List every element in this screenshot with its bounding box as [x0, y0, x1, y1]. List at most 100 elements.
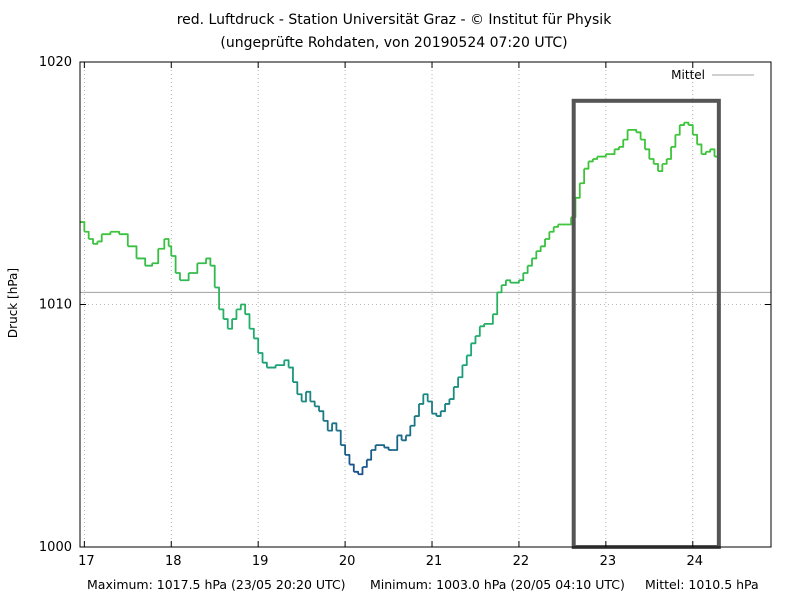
series-segment	[423, 393, 429, 402]
series-segment	[136, 257, 147, 266]
series-segment	[453, 377, 459, 388]
series-segment	[188, 263, 199, 274]
series-segment	[705, 149, 712, 153]
series-segment	[588, 159, 594, 163]
series-segment	[240, 303, 247, 315]
series-segment	[214, 286, 220, 310]
x-tick-label: 17	[78, 554, 95, 569]
series-segment	[110, 230, 121, 235]
series-segment	[549, 226, 555, 233]
series-segment	[253, 337, 260, 353]
x-tick-label: 18	[165, 554, 182, 569]
pressure-series	[80, 121, 720, 476]
series-segment	[375, 444, 386, 448]
series-segment	[692, 133, 699, 145]
series-segment	[258, 352, 264, 363]
series-segment	[88, 238, 94, 244]
series-segment	[488, 314, 494, 325]
legend: Mittel	[671, 68, 754, 82]
series-segment	[305, 390, 312, 402]
footer-maximum: Maximum: 1017.5 hPa (23/05 20:20 UTC)	[87, 577, 346, 592]
x-tick-label: 20	[339, 554, 356, 569]
series-segment	[397, 434, 403, 441]
series-segment	[545, 231, 551, 240]
highlight-box	[571, 98, 721, 550]
series-segment	[97, 234, 103, 243]
series-segment	[332, 422, 338, 431]
series-segment	[223, 318, 229, 329]
y-tick-label: 1010	[39, 298, 72, 313]
series-segment	[601, 154, 607, 158]
series-segment	[297, 393, 303, 402]
series-segment	[168, 245, 173, 256]
series-segment	[345, 453, 351, 465]
series-segment	[618, 139, 625, 148]
series-segment	[284, 359, 290, 368]
series-segment	[631, 128, 638, 133]
series-segment	[523, 265, 529, 274]
series-segment	[592, 156, 599, 160]
series-segment	[84, 230, 90, 240]
series-segment	[640, 138, 646, 150]
series-segment	[449, 386, 455, 400]
series-segment	[644, 148, 651, 159]
series-segment	[210, 264, 216, 288]
series-segment	[466, 343, 473, 357]
series-segment	[171, 255, 177, 273]
series-segment	[475, 326, 481, 337]
series-segment	[323, 419, 329, 431]
series-segment	[492, 292, 499, 316]
series-segment	[80, 221, 86, 232]
series-segment	[427, 400, 433, 414]
axis-ticks: 17 18 19 20 21 22 23 24 1000 1010 1020	[39, 55, 771, 569]
x-tick-label: 23	[600, 554, 617, 569]
series-segment	[314, 405, 320, 412]
series-segment	[227, 319, 234, 330]
series-segment	[392, 435, 399, 451]
series-segment	[340, 444, 347, 455]
series-segment	[553, 224, 559, 228]
series-segment	[245, 313, 251, 329]
series-segment	[623, 129, 629, 141]
series-segment	[101, 231, 112, 236]
series-segment	[610, 149, 616, 156]
x-tick-label: 22	[513, 554, 530, 569]
series-segment	[527, 258, 533, 267]
series-segment	[262, 361, 268, 368]
series-segment	[432, 412, 438, 417]
series-segment	[384, 446, 390, 450]
y-axis-label: Druck [hPa]	[6, 268, 20, 338]
plot-border	[79, 61, 772, 548]
series-segment	[236, 304, 242, 311]
series-segment	[362, 459, 368, 468]
series-segment	[666, 146, 672, 160]
series-segment	[327, 423, 333, 432]
chart-subtitle: (ungeprüfte Rohdaten, von 20190524 07:20…	[220, 35, 568, 51]
series-segment	[358, 466, 364, 476]
series-segment	[653, 162, 659, 172]
legend-label-mittel: Mittel	[671, 68, 705, 82]
y-tick-label: 1000	[39, 540, 72, 555]
series-segment	[579, 168, 586, 185]
plot-frame	[79, 61, 772, 548]
series-segment	[366, 450, 373, 461]
series-segment	[319, 410, 325, 421]
series-segment	[540, 239, 546, 248]
series-segment	[458, 365, 464, 379]
series-segment	[418, 394, 425, 405]
series-segment	[414, 403, 420, 417]
series-segment	[697, 143, 703, 155]
series-segment	[575, 183, 581, 199]
series-segment	[197, 258, 207, 265]
series-segment	[649, 158, 655, 164]
series-segment	[531, 251, 538, 260]
series-segment	[405, 425, 412, 437]
y-tick-label: 1020	[39, 55, 72, 70]
highlight-box-layer	[571, 98, 721, 550]
series-segment	[440, 403, 446, 413]
footer-minimum: Minimum: 1003.0 hPa (20/05 04:10 UTC)	[370, 577, 625, 592]
series-segment	[584, 161, 590, 170]
series-segment	[292, 381, 299, 395]
series-segment	[275, 360, 286, 367]
